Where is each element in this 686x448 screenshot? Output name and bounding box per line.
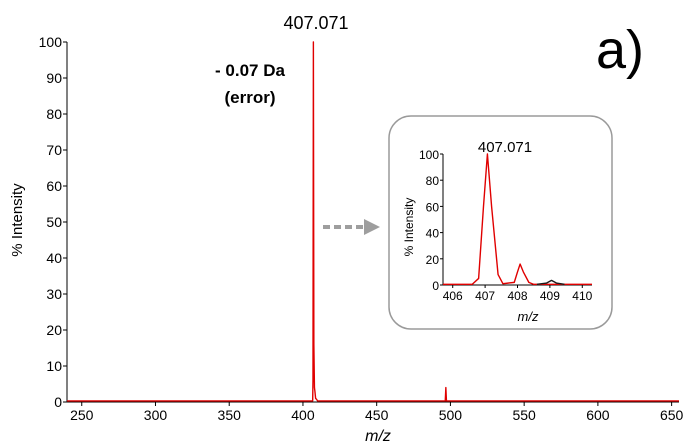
inset-y-tick-label: 80	[426, 174, 440, 188]
y-axis-label: % Intensity	[9, 183, 26, 257]
inset-x-axis-label: m/z	[518, 309, 539, 324]
main-y-tick-label: 50	[46, 214, 62, 230]
main-x-tick-label: 300	[144, 407, 168, 423]
main-x-tick-label: 650	[660, 407, 684, 423]
main-x-tick-label: 600	[586, 407, 610, 423]
inset-title: 407.071	[478, 139, 532, 156]
panel-label: a)	[596, 20, 644, 80]
inset-y-tick-label: 20	[426, 253, 440, 267]
inset-y-axis-label: % Intensity	[402, 198, 416, 257]
inset-plot: 0 20 40 60 80 100 406 407 408 409 410	[419, 148, 593, 303]
main-y-tick-label: 100	[39, 34, 63, 50]
main-x-tick-label: 350	[218, 407, 242, 423]
inset-x-tick-label: 407	[475, 289, 495, 303]
error-annotation-line-1: - 0.07 Da	[215, 61, 285, 80]
inset-series-line-1	[443, 153, 592, 286]
main-x-tick-label: 450	[365, 407, 389, 423]
main-y-tick-label: 60	[46, 178, 62, 194]
main-y-tick-label: 10	[46, 358, 62, 374]
inset-y-tick-label: 60	[426, 200, 440, 214]
main-series-line-1	[67, 41, 679, 402]
inset-x-tick-label: 406	[443, 289, 463, 303]
inset-x-tick-label: 408	[507, 289, 527, 303]
x-axis-label: m/z	[365, 428, 391, 445]
main-y-tick-label: 90	[46, 70, 62, 86]
main-x-tick-label: 250	[70, 407, 94, 423]
inset-y-tick-label: 100	[419, 148, 439, 162]
inset-series-line-2	[536, 279, 565, 286]
main-y-tick-label: 20	[46, 322, 62, 338]
zoom-arrow-head	[364, 219, 380, 235]
main-y-tick-label: 80	[46, 106, 62, 122]
main-y-tick-label: 40	[46, 250, 62, 266]
inset-y-tick-label: 0	[432, 279, 439, 293]
main-x-tick-label: 500	[439, 407, 463, 423]
main-y-tick-label: 30	[46, 286, 62, 302]
main-x-tick-label: 550	[512, 407, 536, 423]
inset-x-tick-label: 410	[572, 289, 592, 303]
main-x-tick-label: 400	[291, 407, 315, 423]
main-y-tick-label: 0	[54, 394, 62, 410]
error-annotation-line-2: (error)	[224, 88, 275, 107]
peak-label: 407.071	[283, 13, 348, 33]
inset-y-tick-label: 40	[426, 227, 440, 241]
inset-x-tick-label: 409	[540, 289, 560, 303]
inset-frame	[388, 115, 613, 330]
main-y-tick-label: 70	[46, 142, 62, 158]
zoom-arrow	[323, 219, 380, 235]
